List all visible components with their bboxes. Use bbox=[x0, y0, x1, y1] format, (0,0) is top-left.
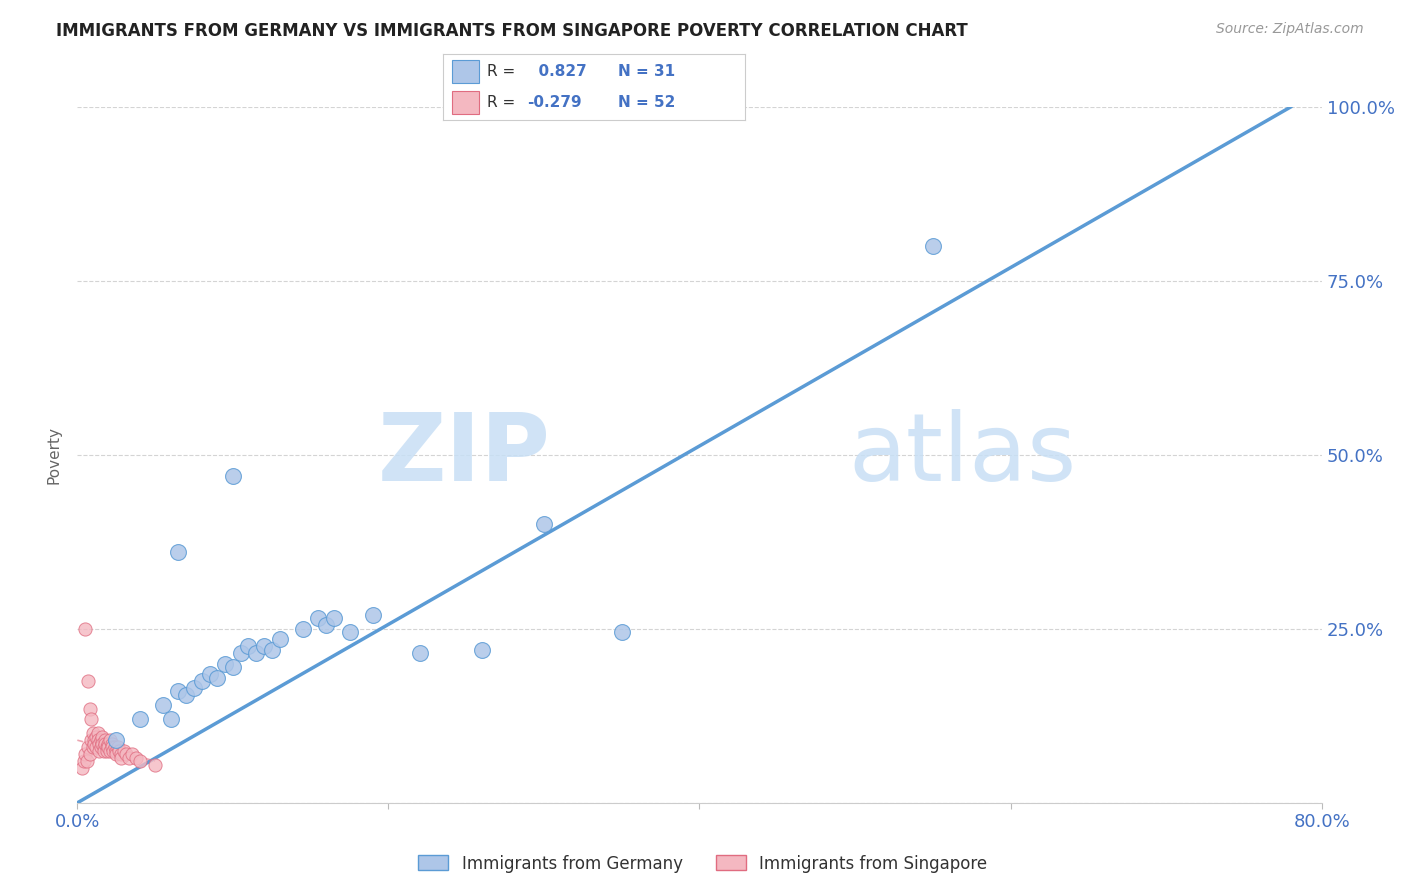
Point bbox=[361, 607, 384, 622]
Point bbox=[90, 733, 112, 747]
Point bbox=[80, 733, 103, 747]
Point bbox=[110, 747, 132, 761]
Point bbox=[118, 750, 141, 764]
Point bbox=[79, 747, 101, 761]
Point bbox=[315, 618, 337, 632]
Point bbox=[94, 733, 117, 747]
Point bbox=[86, 733, 108, 747]
Point bbox=[105, 733, 128, 747]
Point bbox=[87, 737, 110, 751]
Point bbox=[105, 744, 128, 758]
Point bbox=[84, 740, 107, 755]
Point bbox=[191, 674, 214, 689]
Legend: Immigrants from Germany, Immigrants from Singapore: Immigrants from Germany, Immigrants from… bbox=[412, 848, 994, 880]
Point bbox=[93, 740, 115, 755]
Point bbox=[291, 622, 314, 636]
Point bbox=[80, 712, 103, 726]
Point bbox=[98, 744, 121, 758]
Point bbox=[93, 744, 115, 758]
Point bbox=[97, 740, 120, 755]
Point bbox=[174, 688, 197, 702]
Point bbox=[128, 712, 150, 726]
Point bbox=[75, 747, 97, 761]
Point bbox=[229, 646, 252, 660]
Point bbox=[214, 657, 236, 671]
Point bbox=[307, 611, 329, 625]
Point bbox=[921, 239, 943, 253]
Point bbox=[128, 754, 150, 768]
Point bbox=[159, 712, 181, 726]
Point bbox=[125, 750, 148, 764]
Text: N = 31: N = 31 bbox=[619, 64, 675, 79]
Point bbox=[183, 681, 205, 695]
Point bbox=[76, 754, 98, 768]
Text: R =: R = bbox=[486, 64, 515, 79]
Point bbox=[97, 737, 120, 751]
Point bbox=[86, 726, 108, 740]
Point bbox=[101, 744, 124, 758]
Point bbox=[77, 740, 100, 755]
Point bbox=[471, 642, 494, 657]
Point bbox=[143, 757, 166, 772]
Point bbox=[87, 744, 110, 758]
Point bbox=[77, 674, 100, 689]
Text: 0.827: 0.827 bbox=[527, 64, 586, 79]
FancyBboxPatch shape bbox=[451, 91, 479, 114]
Point bbox=[222, 660, 245, 674]
Point bbox=[408, 646, 430, 660]
Point bbox=[72, 754, 94, 768]
Text: N = 52: N = 52 bbox=[619, 95, 676, 110]
Point bbox=[110, 750, 132, 764]
Point bbox=[94, 737, 117, 751]
Point bbox=[112, 744, 135, 758]
Text: Source: ZipAtlas.com: Source: ZipAtlas.com bbox=[1216, 22, 1364, 37]
Point bbox=[90, 740, 112, 755]
Point bbox=[167, 684, 190, 698]
Text: -0.279: -0.279 bbox=[527, 95, 582, 110]
Point bbox=[152, 698, 174, 713]
Point bbox=[198, 667, 221, 681]
Y-axis label: Poverty: Poverty bbox=[46, 425, 62, 484]
Point bbox=[91, 737, 114, 751]
Point bbox=[121, 747, 143, 761]
Point bbox=[96, 744, 118, 758]
Text: ZIP: ZIP bbox=[377, 409, 550, 501]
Point bbox=[100, 737, 122, 751]
Point bbox=[339, 625, 361, 640]
Point bbox=[84, 730, 107, 744]
Point bbox=[104, 740, 127, 755]
Point bbox=[96, 740, 118, 755]
Point bbox=[107, 740, 129, 755]
Point bbox=[167, 545, 190, 559]
Point bbox=[82, 740, 104, 755]
Point bbox=[91, 730, 114, 744]
Point bbox=[207, 671, 229, 685]
Text: R =: R = bbox=[486, 95, 515, 110]
Text: IMMIGRANTS FROM GERMANY VS IMMIGRANTS FROM SINGAPORE POVERTY CORRELATION CHART: IMMIGRANTS FROM GERMANY VS IMMIGRANTS FR… bbox=[56, 22, 967, 40]
Point bbox=[83, 737, 105, 751]
Point bbox=[114, 747, 136, 761]
Point bbox=[533, 517, 555, 532]
Point bbox=[238, 639, 260, 653]
Point bbox=[253, 639, 276, 653]
Point bbox=[260, 642, 283, 657]
Point bbox=[245, 646, 267, 660]
Point bbox=[83, 733, 105, 747]
Point bbox=[269, 632, 291, 647]
Point bbox=[75, 622, 97, 636]
Point bbox=[82, 726, 104, 740]
Point bbox=[222, 468, 245, 483]
Point bbox=[108, 744, 131, 758]
Point bbox=[79, 702, 101, 716]
Point bbox=[70, 761, 93, 775]
Point bbox=[100, 740, 122, 755]
Text: atlas: atlas bbox=[849, 409, 1077, 501]
Point bbox=[105, 747, 128, 761]
Point bbox=[610, 625, 633, 640]
FancyBboxPatch shape bbox=[451, 61, 479, 83]
Point bbox=[98, 733, 121, 747]
Point bbox=[323, 611, 346, 625]
